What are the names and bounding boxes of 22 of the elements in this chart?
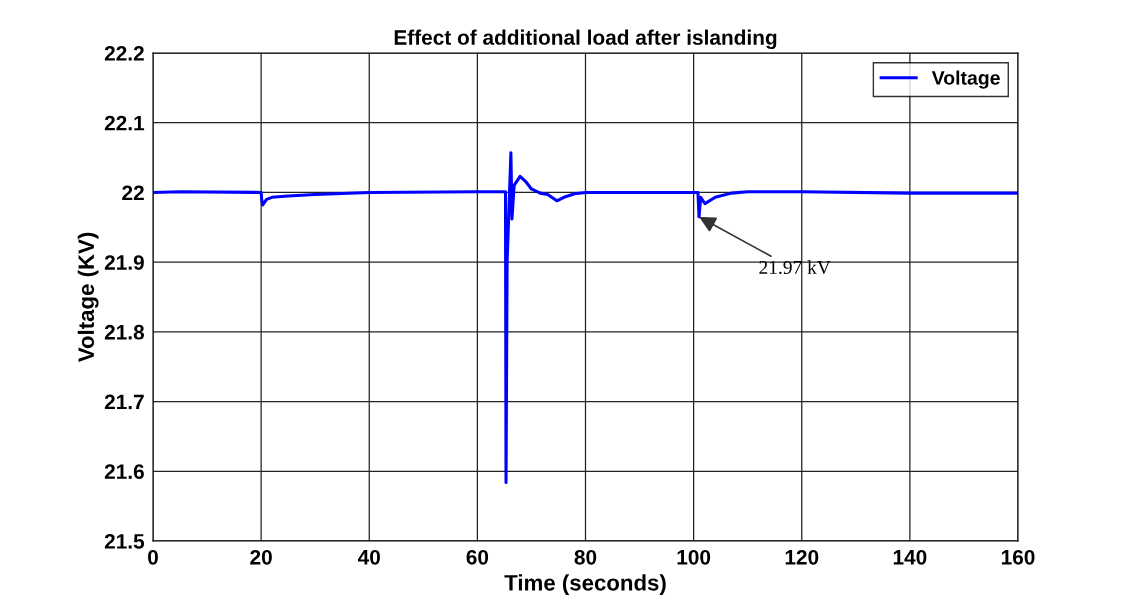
x-tick-label: 80: [574, 549, 597, 565]
x-tick-label: 100: [677, 549, 711, 565]
y-tick-label: 21.6: [104, 464, 144, 480]
y-tick-label: 21.9: [104, 255, 144, 270]
y-tick-label: 22.1: [104, 115, 145, 131]
x-tick-label: 160: [1001, 549, 1035, 565]
chart-title: Effect of additional load after islanding: [394, 29, 777, 50]
x-tick-label: 40: [357, 549, 380, 565]
y-tick-label: 22.2: [104, 46, 144, 61]
x-tick-label: 20: [250, 549, 272, 565]
x-tick-label: 140: [893, 549, 927, 565]
line-series: [153, 151, 1018, 484]
y-tick-label: 21.8: [104, 324, 145, 340]
x-axis-title: Time (seconds): [504, 574, 666, 596]
x-tick-label: 0: [148, 549, 158, 565]
y-tick-label: 21.5: [104, 534, 145, 549]
y-axis-title: Voltage (KV): [77, 232, 99, 363]
y-tick-label: 22: [122, 185, 144, 200]
y-tick-label: 21.7: [104, 394, 144, 410]
x-tick-label: 60: [466, 549, 489, 565]
x-tick-label: 120: [785, 549, 819, 565]
legend-label: Voltage: [931, 70, 1000, 89]
